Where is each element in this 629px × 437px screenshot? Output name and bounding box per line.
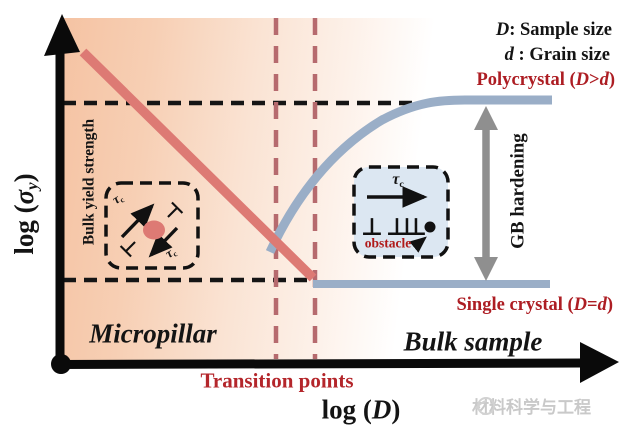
micropillar-label: Micropillar [89,318,217,349]
y-axis-label-pre: log ( [8,204,39,255]
sample-size-symbol: D [371,394,392,425]
legend-sample-size-text: : Sample size [509,20,612,40]
y-axis-arrowhead [44,14,80,56]
legend-small-d-symbol: d [504,45,514,65]
watermark-logo [474,397,495,415]
x-axis-label-pre: log ( [321,394,372,425]
obstacle-dot [424,221,436,233]
slip-arrow-northeast [120,203,155,239]
dislocation-icon: ⊥ [405,213,427,241]
polycrystal-curve [265,95,552,254]
x-axis-label-post: ) [391,394,401,425]
y-axis-label-post: ) [8,173,39,183]
gb-hardening-arrow [474,106,498,281]
x-axis-arrowhead [580,342,619,383]
obstacle-pointer-arrow [409,236,427,253]
dislocation-icon: ⊥ [396,213,418,241]
single-crystal-label: Single crystal (D=d) [456,295,614,315]
bulk-yield-strength-label: Bulk yield strength [80,118,98,246]
slip-arrow-southwest [148,226,179,258]
gb-hardening-label: GB hardening [507,133,529,249]
polycrystal-label: Polycrystal (D>d) [476,70,616,90]
obstacle-label: obstacle [364,235,412,251]
bulk-sample-label: Bulk sample [403,326,543,357]
origin-dot [51,354,71,374]
legend-grain-size: d : Grain size [505,46,610,65]
dislocation-icon: ⊥ [386,213,408,241]
watermark-text: 材料科学与工程 [472,398,591,418]
legend-d-symbol: D [495,20,510,40]
sigma-symbol: σ [8,189,39,205]
x-axis-line [56,358,585,369]
watermark: 材料科学与工程 [472,393,591,418]
legend-sample-size: D: Sample size [496,21,612,40]
micropillar-inset-box [104,181,200,270]
dislocation-icon: ⊥ [361,213,383,241]
sigma-subscript: y [22,182,42,190]
plot-gradient-background [63,18,603,360]
tau-c-label-obstacle-inset: τc [392,171,404,190]
micropillar-strength-line [79,48,317,282]
y-axis-label: log (σy) [8,173,42,255]
x-axis-label: log (D) [321,394,401,425]
transition-points-label: Transition points [200,368,354,393]
dislocation-source-dot [143,220,165,240]
legend-grain-size-text: : Grain size [513,45,610,65]
